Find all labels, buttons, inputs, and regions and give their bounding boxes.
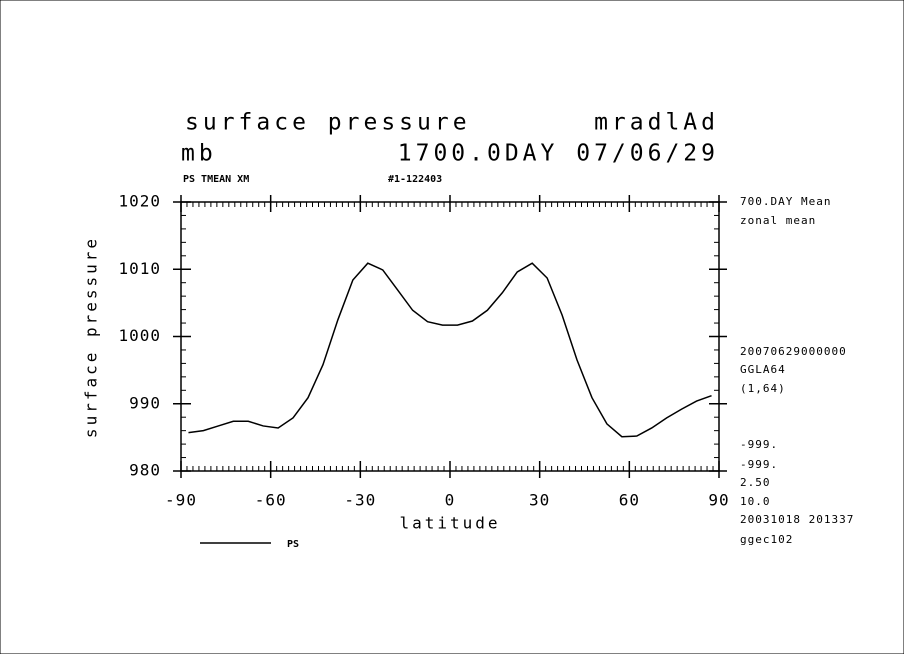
subtitle: mb bbox=[181, 141, 217, 167]
y-tick-label: 990 bbox=[129, 393, 161, 412]
x-tick-label: -90 bbox=[165, 491, 197, 510]
x-axis-label: latitude bbox=[399, 514, 500, 533]
side-note: 700.DAY Mean bbox=[740, 195, 831, 208]
header-mid: #1-122403 bbox=[388, 174, 442, 185]
x-tick-label: -60 bbox=[255, 491, 287, 510]
y-tick-label: 980 bbox=[129, 461, 161, 480]
side-note: zonal mean bbox=[740, 214, 816, 227]
side-note: (1,64) bbox=[740, 382, 786, 395]
side-note: -999. bbox=[740, 458, 778, 471]
side-note: 20031018 201337 bbox=[740, 513, 854, 526]
x-tick-label: -30 bbox=[344, 491, 376, 510]
legend-label: PS bbox=[287, 539, 299, 550]
side-note: 20070629000000 bbox=[740, 345, 847, 358]
x-tick-label: 60 bbox=[619, 491, 640, 510]
chart-title-right: mradlAd bbox=[594, 110, 719, 136]
x-tick-label: 30 bbox=[529, 491, 550, 510]
side-note: 10.0 bbox=[740, 495, 771, 508]
side-note: 2.50 bbox=[740, 476, 771, 489]
y-tick-label: 1000 bbox=[118, 326, 161, 345]
x-tick-label: 90 bbox=[708, 491, 729, 510]
x-tick-label: 0 bbox=[445, 491, 456, 510]
plot-frame bbox=[180, 201, 720, 472]
y-axis-label: surface pressure bbox=[82, 236, 101, 438]
side-note: ggec102 bbox=[740, 533, 793, 546]
data-line bbox=[188, 262, 712, 438]
subtitle-right: 1700.0DAY 07/06/29 bbox=[398, 141, 719, 167]
side-note: -999. bbox=[740, 438, 778, 451]
header-left: PS TMEAN XM bbox=[183, 174, 249, 185]
chart-title: surface pressure bbox=[185, 110, 471, 136]
side-note: GGLA64 bbox=[740, 363, 786, 376]
y-tick-label: 1010 bbox=[118, 259, 161, 278]
y-tick-label: 1020 bbox=[118, 192, 161, 211]
